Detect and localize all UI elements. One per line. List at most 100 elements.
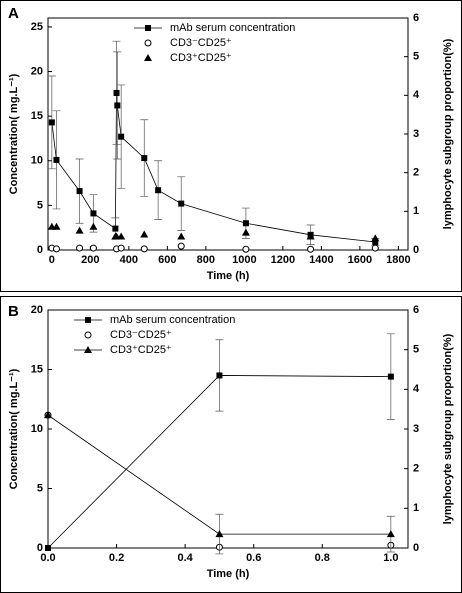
marker-circle [307, 245, 315, 253]
y2-tick-label: 4 [413, 89, 420, 101]
x-tick-label: 1800 [386, 254, 410, 266]
x-tick-label: 1400 [309, 254, 333, 266]
y2-tick-label: 0 [413, 244, 419, 256]
legend-marker [84, 346, 92, 353]
marker-square [114, 102, 121, 109]
x-tick-label: 0.6 [246, 552, 261, 564]
marker-triangle [306, 232, 315, 240]
legend-marker [144, 39, 152, 47]
y-tick-label: 10 [31, 155, 43, 167]
marker-triangle [386, 530, 395, 538]
y-tick-label: 25 [31, 21, 43, 33]
panel-label: A [8, 5, 19, 22]
marker-triangle [52, 222, 61, 230]
x-tick-label: 1200 [271, 254, 295, 266]
x-tick-label: 1.0 [383, 552, 398, 564]
marker-circle [89, 244, 97, 252]
marker-circle [140, 245, 148, 253]
legend-label: CD3⁻CD25⁺ [170, 37, 232, 49]
x-tick-label: 400 [120, 254, 138, 266]
y2-tick-label: 6 [413, 12, 419, 24]
marker-triangle [89, 222, 98, 230]
marker-square [48, 119, 55, 126]
marker-triangle [140, 230, 149, 238]
marker-square [90, 210, 97, 217]
marker-square [53, 156, 60, 163]
legend-label: CD3⁻CD25⁺ [110, 329, 172, 341]
marker-circle [117, 244, 125, 252]
marker-circle [371, 244, 379, 252]
x-tick-label: 1000 [232, 254, 256, 266]
x-tick-label: 0.0 [40, 552, 55, 564]
y2-tick-label: 0 [413, 542, 419, 554]
legend-label: CD3⁺CD25⁺ [110, 344, 172, 356]
marker-triangle [241, 228, 250, 236]
x-tick-label: 0 [49, 254, 55, 266]
x-tick-label: 800 [197, 254, 215, 266]
marker-square [45, 545, 51, 551]
marker-square [387, 373, 394, 380]
legend-label: CD3⁺CD25⁺ [170, 52, 232, 64]
y2-axis-label: lymphocyte subgroup proportion(%) [442, 333, 454, 524]
marker-square [216, 372, 223, 379]
marker-circle [177, 242, 185, 250]
legend-marker [84, 331, 92, 339]
y2-axis-label: lymphocyte subgroup proportion(%) [442, 38, 454, 229]
y2-tick-label: 1 [413, 502, 419, 514]
y-tick-label: 0 [37, 542, 43, 554]
x-tick-label: 0.8 [315, 552, 330, 564]
y-tick-label: 20 [31, 65, 43, 77]
marker-circle [76, 244, 84, 252]
marker-triangle [177, 232, 186, 240]
panel-label: B [8, 303, 19, 320]
marker-triangle [44, 411, 52, 419]
y-tick-label: 15 [31, 110, 43, 122]
x-tick-label: 0.4 [177, 552, 193, 564]
legend-marker [144, 54, 152, 61]
marker-triangle [117, 232, 126, 240]
y-tick-label: 5 [37, 482, 43, 494]
x-axis-label: Time (h) [207, 568, 250, 580]
x-tick-label: 0.2 [109, 552, 124, 564]
y-tick-label: 10 [31, 423, 43, 435]
marker-triangle [371, 234, 380, 242]
y2-tick-label: 2 [413, 463, 419, 475]
plot-frame [47, 309, 409, 549]
y2-tick-label: 3 [413, 423, 419, 435]
marker-circle [52, 245, 60, 253]
marker-triangle [215, 530, 224, 538]
y2-tick-label: 5 [413, 51, 419, 63]
y2-tick-label: 3 [413, 128, 419, 140]
x-tick-label: 200 [81, 254, 99, 266]
marker-square [113, 89, 120, 96]
y2-tick-label: 4 [413, 383, 420, 395]
legend-marker [145, 25, 151, 31]
marker-circle [242, 245, 250, 253]
x-axis-label: Time (h) [207, 270, 250, 282]
legend-marker [85, 317, 91, 323]
marker-triangle [75, 226, 84, 234]
series-line [51, 92, 376, 243]
y2-tick-label: 5 [413, 344, 419, 356]
marker-square [141, 155, 148, 162]
marker-square [155, 187, 162, 194]
marker-square [372, 238, 379, 245]
legend-label: mAb serum concentration [170, 22, 295, 34]
y2-tick-label: 2 [413, 167, 419, 179]
y-tick-label: 20 [31, 304, 43, 316]
legend-label: mAb serum concentration [110, 314, 235, 326]
marker-square [242, 220, 249, 227]
marker-square [118, 133, 125, 140]
y-tick-label: 0 [37, 244, 43, 256]
x-tick-label: 1600 [348, 254, 372, 266]
y2-tick-label: 1 [413, 205, 419, 217]
y-axis-label: Concentration( mg.L⁻¹) [8, 368, 20, 489]
marker-square [76, 188, 83, 195]
y-tick-label: 5 [37, 199, 43, 211]
marker-square [112, 225, 119, 232]
y-axis-label: Concentration( mg.L⁻¹) [8, 73, 20, 194]
y-tick-label: 15 [31, 363, 43, 375]
y2-tick-label: 6 [413, 304, 419, 316]
marker-square [178, 200, 185, 207]
